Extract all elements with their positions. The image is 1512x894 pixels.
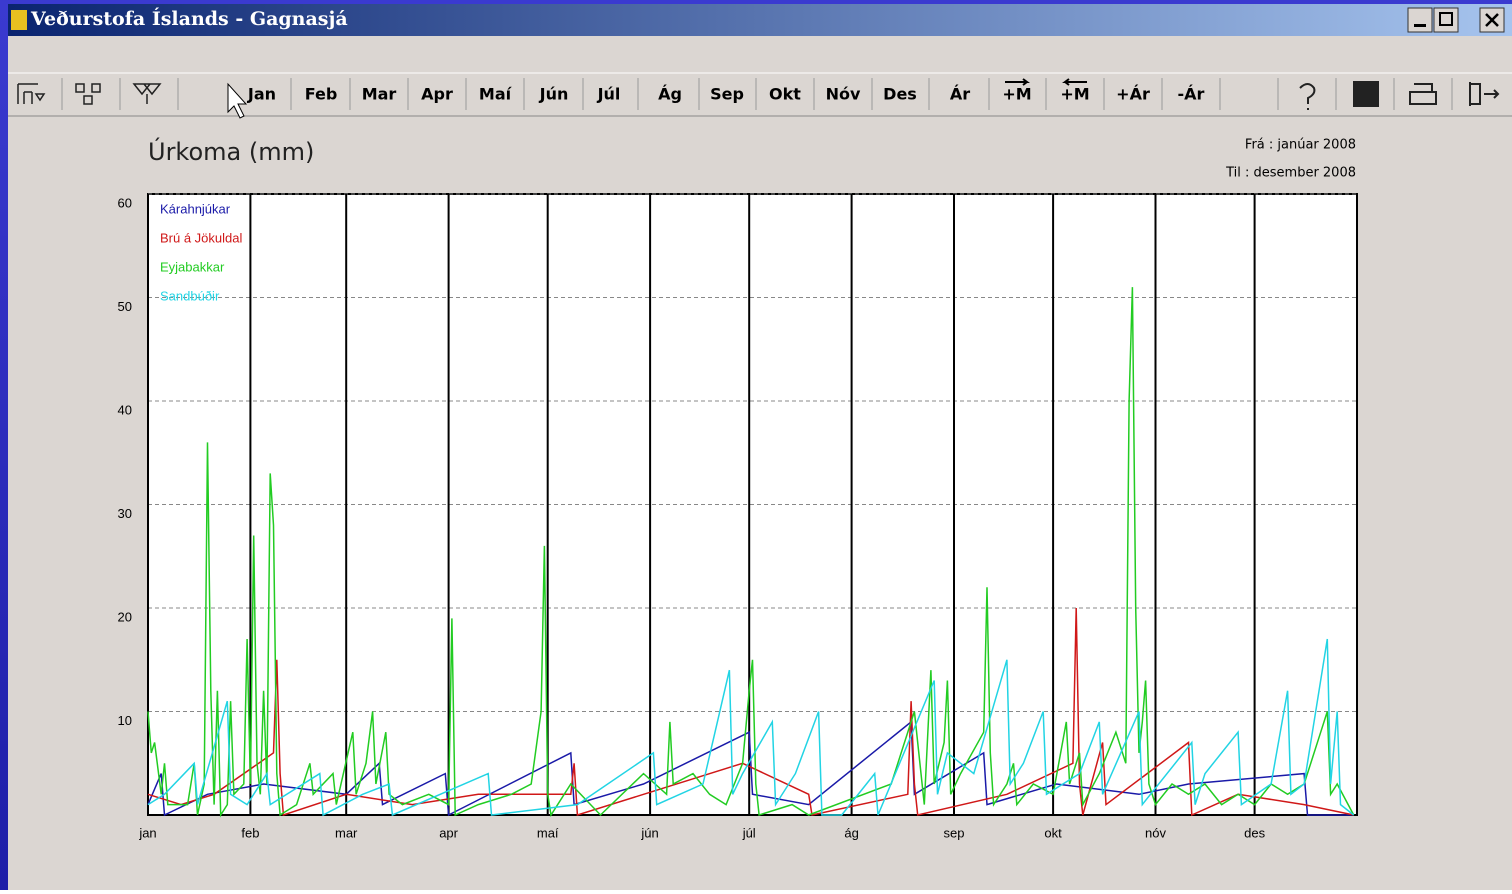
legend-entry: Brú á Jökuldal [160,230,242,245]
period-to: Til : desember 2008 [1225,166,1356,181]
y-tick-label: 20 [118,609,132,624]
minimize-glyph [1414,24,1426,27]
x-tick-label: feb [241,825,259,840]
toolbar-button[interactable]: Jún [539,85,569,104]
left-icons[interactable] [17,83,162,105]
filter-icon[interactable] [17,83,46,104]
x-tick-label: sep [944,825,965,840]
legend-entry: Eyjabakkar [160,259,225,274]
period-from: Frá : janúar 2008 [1245,138,1356,153]
cursor [227,82,248,119]
series-line [147,638,1355,817]
toolbar-button[interactable]: +M [1060,85,1089,104]
toolbar-button[interactable]: Okt [769,85,801,104]
toolbar-button[interactable]: -Ár [1178,85,1205,104]
window-controls[interactable] [1407,7,1505,33]
series-line [147,607,1354,817]
toolbar-button[interactable]: Nóv [826,85,861,104]
minimize[interactable] [1407,7,1433,33]
y-tick-label: 10 [118,713,132,728]
toolbar-button[interactable]: Jan [247,85,276,104]
arrow-left [1062,78,1087,86]
print-icon[interactable] [1409,83,1437,105]
y-tick-label: 50 [118,299,132,314]
filter-icon[interactable] [132,83,162,104]
y-tick-label: 60 [118,195,132,210]
x-tick-label: maí [537,825,559,840]
layout-icon[interactable] [75,83,101,105]
series-line [147,287,1355,818]
exit-icon[interactable] [1469,82,1500,106]
maximize-glyph [1439,12,1453,26]
toolbar-button[interactable]: +M [1002,85,1031,104]
x-tick-label: jún [640,825,658,840]
x-tick-label: nóv [1145,825,1166,840]
toolbar-button[interactable]: Des [883,85,917,104]
arrow-right [1005,78,1030,86]
toolbar-button[interactable]: Ár [950,85,970,104]
app-icon [11,10,27,30]
legend-entry: Kárahnjúkar [160,201,231,216]
close-glyph [1485,13,1499,27]
toolbar-button[interactable]: Mar [362,85,397,104]
x-tick-label: okt [1044,825,1062,840]
toolbar-button[interactable]: Apr [421,85,453,104]
x-tick-label: ág [844,825,858,840]
title-bar [8,4,1512,36]
x-tick-label: des [1244,825,1265,840]
toolbar-button[interactable]: Júl [597,85,621,104]
y-tick-label: 40 [118,402,132,417]
right-icons[interactable] [1299,81,1500,110]
x-tick-label: apr [439,825,458,840]
maximize[interactable] [1433,7,1459,33]
toolbar-button[interactable]: Ág [658,85,682,104]
save-icon[interactable] [1353,81,1379,107]
legend-entry: Sandbúðir [160,288,220,303]
x-tick-label: jan [138,825,156,840]
toolbar-button[interactable]: Sep [710,85,744,104]
window-title: Veðurstofa Íslands - Gagnasjá [30,7,348,30]
toolbar-button[interactable]: Feb [305,85,338,104]
toolbar-button[interactable]: +Ár [1116,85,1150,104]
toolbar-button[interactable]: Maí [479,85,513,104]
x-tick-label: mar [335,825,358,840]
y-tick-label: 30 [118,506,132,521]
x-tick-label: júl [742,825,756,840]
help-icon[interactable] [1299,83,1316,110]
chart-title: Úrkoma (mm) [148,136,314,166]
